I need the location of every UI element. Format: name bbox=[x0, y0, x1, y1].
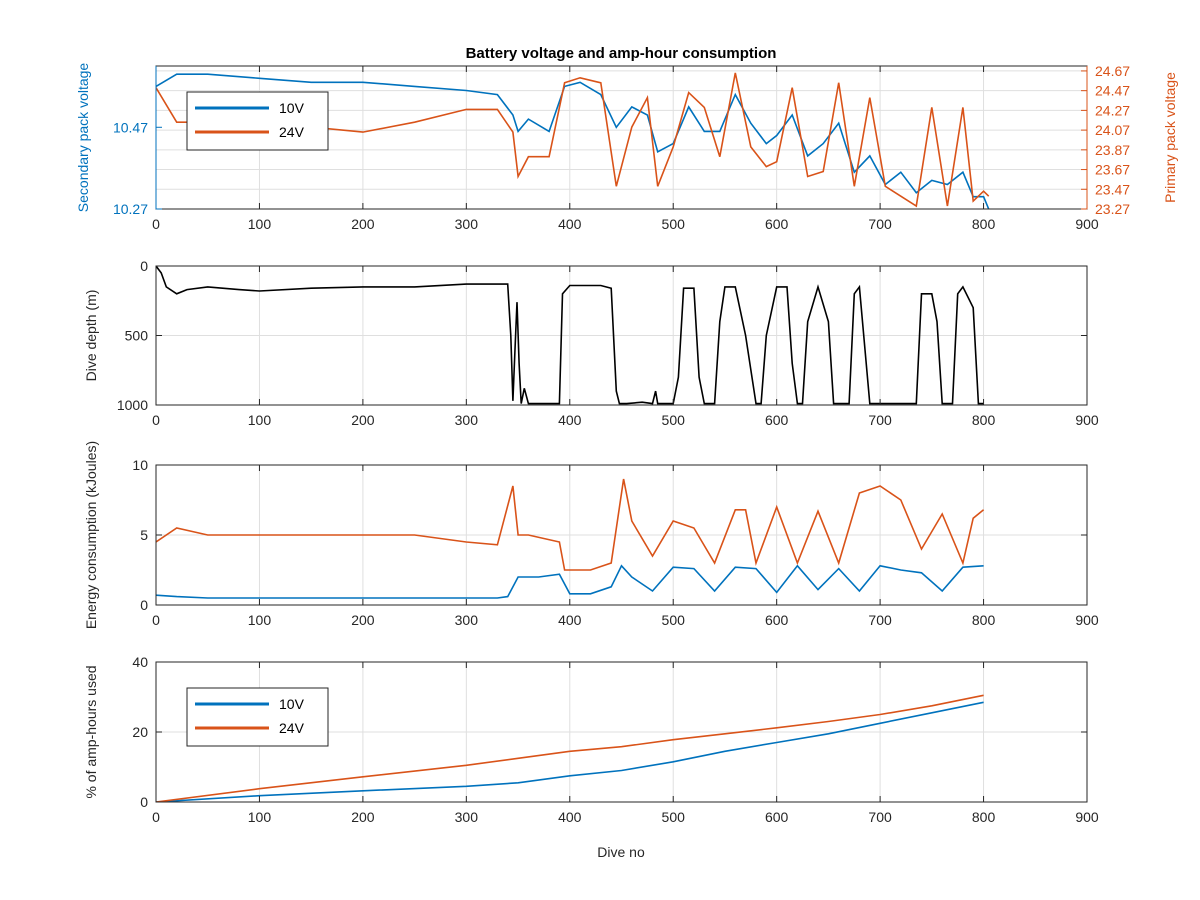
y-right-tick-label: 24.27 bbox=[1095, 102, 1130, 118]
y-right-tick-label: 23.27 bbox=[1095, 201, 1130, 217]
x-tick-label: 300 bbox=[455, 412, 479, 428]
y-axis-label-right: Primary pack voltage bbox=[1162, 72, 1178, 203]
series-line-10v bbox=[156, 73, 990, 209]
y-axis-label: Dive depth (m) bbox=[83, 290, 99, 382]
series-line-10v bbox=[156, 701, 984, 802]
x-tick-label: 800 bbox=[972, 809, 996, 825]
legend-label-10v: 10V bbox=[279, 100, 305, 116]
series-line-24v bbox=[156, 72, 990, 208]
x-tick-label: 800 bbox=[972, 612, 996, 628]
figure-title: Battery voltage and amp-hour consumption bbox=[466, 45, 777, 62]
y-tick-label: 10.27 bbox=[113, 201, 148, 217]
series-line-24v bbox=[156, 478, 985, 571]
x-tick-label: 300 bbox=[455, 216, 479, 232]
x-tick-label: 800 bbox=[972, 412, 996, 428]
legend-label-10v: 10V bbox=[279, 696, 305, 712]
legend-label-24v: 24V bbox=[279, 124, 305, 140]
chart-voltage: 0 100 200 300 400 500 600 700 800 900 10.27 10.47 23… bbox=[75, 63, 1178, 232]
x-tick-label: 200 bbox=[351, 412, 375, 428]
x-tick-label: 0 bbox=[152, 216, 160, 232]
chart-depth: 0 100 200 300 400 500 600 700 800 900 0 500 1000 Dive… bbox=[83, 258, 1099, 428]
y-axis-label: Energy consumption (kJoules) bbox=[83, 441, 99, 629]
x-tick-label: 200 bbox=[351, 809, 375, 825]
y-tick-label: 0 bbox=[140, 597, 148, 613]
x-tick-label: 500 bbox=[662, 412, 686, 428]
x-tick-label: 700 bbox=[868, 412, 892, 428]
series-line-10v bbox=[156, 564, 984, 599]
x-tick-label: 900 bbox=[1075, 612, 1099, 628]
y-right-tick-label: 23.47 bbox=[1095, 181, 1130, 197]
x-tick-label: 500 bbox=[662, 216, 686, 232]
legend-box bbox=[186, 687, 329, 747]
x-tick-label: 300 bbox=[455, 809, 479, 825]
y-right-tick-label: 23.67 bbox=[1095, 162, 1130, 178]
x-tick-label: 800 bbox=[972, 216, 996, 232]
chart-amphours: 0 100 200 300 400 500 600 700 800 900 0 20 40 % of am… bbox=[83, 654, 1099, 825]
y-right-tick-label: 23.87 bbox=[1095, 142, 1130, 158]
y-tick-label: 40 bbox=[132, 654, 148, 670]
x-tick-label: 700 bbox=[868, 216, 892, 232]
y-right-tick-label: 24.67 bbox=[1095, 63, 1130, 79]
x-tick-label: 0 bbox=[152, 809, 160, 825]
x-tick-label: 500 bbox=[662, 809, 686, 825]
x-tick-label: 0 bbox=[152, 612, 160, 628]
x-tick-label: 0 bbox=[152, 412, 160, 428]
x-tick-label: 100 bbox=[248, 612, 272, 628]
x-tick-label: 900 bbox=[1075, 216, 1099, 232]
x-tick-label: 100 bbox=[248, 216, 272, 232]
legend: 10V 24V bbox=[186, 91, 329, 151]
x-tick-label: 200 bbox=[351, 216, 375, 232]
y-tick-label: 1000 bbox=[117, 397, 148, 413]
x-tick-label: 100 bbox=[248, 809, 272, 825]
x-tick-label: 400 bbox=[558, 809, 582, 825]
y-tick-label: 20 bbox=[132, 724, 148, 740]
legend-box bbox=[186, 91, 329, 151]
y-tick-label: 10 bbox=[132, 457, 148, 473]
x-tick-label: 600 bbox=[765, 216, 789, 232]
legend: 10V 24V bbox=[186, 687, 329, 747]
legend-label-24v: 24V bbox=[279, 720, 305, 736]
x-tick-label: 400 bbox=[558, 412, 582, 428]
y-axis-label: % of amp-hours used bbox=[83, 665, 99, 798]
y-axis-label: Secondary pack voltage bbox=[75, 63, 91, 213]
x-tick-label: 600 bbox=[765, 612, 789, 628]
x-tick-label: 500 bbox=[662, 612, 686, 628]
figure-xlabel: Dive no bbox=[597, 844, 645, 860]
x-tick-label: 900 bbox=[1075, 809, 1099, 825]
x-tick-label: 900 bbox=[1075, 412, 1099, 428]
chart-energy: 0 100 200 300 400 500 600 700 800 900 0 5 10 Energy c… bbox=[83, 441, 1099, 629]
x-tick-label: 700 bbox=[868, 612, 892, 628]
x-tick-label: 100 bbox=[248, 412, 272, 428]
y-tick-label: 0 bbox=[140, 794, 148, 810]
x-tick-label: 600 bbox=[765, 809, 789, 825]
x-tick-label: 400 bbox=[558, 612, 582, 628]
y-right-tick-label: 24.47 bbox=[1095, 83, 1130, 99]
series-line-24v bbox=[156, 694, 984, 802]
x-tick-label: 700 bbox=[868, 809, 892, 825]
y-tick-label: 10.47 bbox=[113, 119, 148, 135]
y-tick-label: 0 bbox=[140, 258, 148, 274]
y-right-tick-label: 24.07 bbox=[1095, 122, 1130, 138]
y-tick-label: 5 bbox=[140, 527, 148, 543]
x-tick-label: 400 bbox=[558, 216, 582, 232]
x-tick-label: 200 bbox=[351, 612, 375, 628]
charts: 0 100 200 300 400 500 600 700 800 90010.2710.4723… bbox=[75, 63, 1178, 825]
x-tick-label: 300 bbox=[455, 612, 479, 628]
y-tick-label: 500 bbox=[125, 328, 149, 344]
x-tick-label: 600 bbox=[765, 412, 789, 428]
